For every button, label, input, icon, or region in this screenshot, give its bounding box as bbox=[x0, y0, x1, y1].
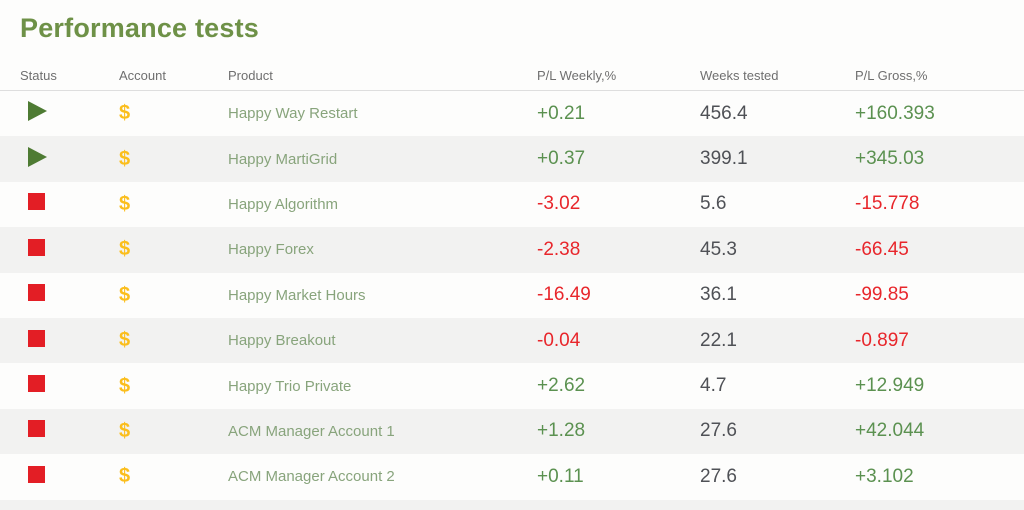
table-header: Status Account Product P/L Weekly,% Week… bbox=[0, 44, 1024, 91]
table-row-partial bbox=[0, 499, 1024, 510]
table-row[interactable]: $ Happy Breakout -0.04 22.1 -0.897 bbox=[0, 317, 1024, 364]
pl-gross-value: -66.45 bbox=[855, 238, 909, 260]
status-cell bbox=[20, 193, 119, 215]
pl-weekly-value: -16.49 bbox=[537, 284, 591, 306]
product-link[interactable]: Happy Market Hours bbox=[228, 286, 366, 304]
account-cell: $ bbox=[119, 465, 228, 488]
pl-weekly-value: -0.04 bbox=[537, 329, 581, 351]
pl-gross-value: +160.393 bbox=[855, 102, 935, 124]
pl-gross-value: +42.044 bbox=[855, 420, 925, 442]
stop-icon bbox=[28, 238, 45, 256]
table-row[interactable]: $ Happy Forex -2.38 45.3 -66.45 bbox=[0, 227, 1024, 273]
dollar-icon: $ bbox=[119, 329, 131, 352]
page-title: Performance tests bbox=[20, 13, 260, 43]
weeks-tested-value: 27.6 bbox=[700, 465, 737, 487]
product-link[interactable]: Happy Breakout bbox=[228, 332, 336, 350]
status-cell bbox=[20, 238, 119, 261]
product-link[interactable]: Happy Way Restart bbox=[228, 105, 358, 123]
weeks-tested-value: 36.1 bbox=[700, 284, 737, 306]
account-cell: $ bbox=[119, 193, 228, 216]
column-header-account: Account bbox=[119, 68, 166, 83]
status-cell bbox=[20, 284, 119, 306]
pl-weekly-value: +0.37 bbox=[537, 148, 586, 170]
status-cell bbox=[20, 420, 119, 442]
stop-icon bbox=[28, 284, 45, 302]
column-header-weeks-tested: Weeks tested bbox=[700, 68, 779, 83]
weeks-tested-value: 399.1 bbox=[700, 148, 748, 170]
status-cell bbox=[20, 465, 119, 488]
account-cell: $ bbox=[119, 420, 228, 443]
product-link[interactable]: Happy Trio Private bbox=[228, 377, 352, 395]
weeks-tested-value: 45.3 bbox=[700, 238, 737, 260]
stop-icon bbox=[28, 375, 45, 393]
table-row[interactable]: $ ACM Manager Account 1 +1.28 27.6 +42.0… bbox=[0, 408, 1024, 455]
table-body: $ Happy Way Restart +0.21 456.4 +160.393… bbox=[0, 91, 1024, 500]
pl-gross-value: -15.778 bbox=[855, 193, 920, 215]
product-link[interactable]: Happy MartiGrid bbox=[228, 150, 338, 168]
pl-weekly-value: +0.11 bbox=[537, 465, 584, 487]
pl-weekly-value: +2.62 bbox=[537, 375, 586, 397]
column-header-status: Status bbox=[20, 68, 57, 83]
pl-gross-value: +12.949 bbox=[855, 375, 925, 397]
status-cell bbox=[20, 329, 119, 352]
account-cell: $ bbox=[119, 284, 228, 307]
stop-icon bbox=[28, 193, 45, 211]
pl-gross-value: -99.85 bbox=[855, 284, 909, 306]
table-row[interactable]: $ Happy Algorithm -3.02 5.6 -15.778 bbox=[0, 182, 1024, 227]
dollar-icon: $ bbox=[119, 192, 131, 215]
account-cell: $ bbox=[119, 375, 228, 398]
weeks-tested-value: 4.7 bbox=[700, 375, 727, 397]
account-cell: $ bbox=[119, 102, 228, 125]
dollar-icon: $ bbox=[119, 419, 131, 442]
stop-icon bbox=[28, 420, 45, 438]
dollar-icon: $ bbox=[119, 102, 131, 125]
weeks-tested-value: 22.1 bbox=[700, 329, 737, 351]
pl-gross-value: +3.102 bbox=[855, 465, 914, 487]
account-cell: $ bbox=[119, 148, 228, 171]
product-link[interactable]: Happy Forex bbox=[228, 241, 314, 259]
pl-gross-value: -0.897 bbox=[855, 329, 909, 351]
status-cell bbox=[20, 375, 119, 397]
pl-weekly-value: -2.38 bbox=[537, 238, 581, 260]
column-header-product: Product bbox=[228, 68, 273, 83]
table-row[interactable]: $ Happy Way Restart +0.21 456.4 +160.393 bbox=[0, 91, 1024, 136]
product-link[interactable]: Happy Algorithm bbox=[228, 195, 339, 213]
play-icon bbox=[28, 146, 47, 167]
weeks-tested-value: 456.4 bbox=[700, 102, 748, 124]
status-cell bbox=[20, 146, 119, 172]
table-row[interactable]: $ Happy Market Hours -16.49 36.1 -99.85 bbox=[0, 273, 1024, 318]
column-header-pl-weekly: P/L Weekly,% bbox=[537, 68, 617, 83]
pl-weekly-value: +1.28 bbox=[537, 420, 586, 442]
dollar-icon: $ bbox=[119, 147, 131, 170]
pl-weekly-value: +0.21 bbox=[537, 102, 586, 124]
product-link[interactable]: ACM Manager Account 2 bbox=[228, 468, 395, 486]
table-row[interactable]: $ Happy Trio Private +2.62 4.7 +12.949 bbox=[0, 363, 1024, 408]
dollar-icon: $ bbox=[119, 238, 131, 261]
play-icon bbox=[28, 101, 47, 122]
weeks-tested-value: 27.6 bbox=[700, 420, 737, 442]
dollar-icon: $ bbox=[119, 283, 131, 306]
pl-weekly-value: -3.02 bbox=[537, 193, 581, 215]
stop-icon bbox=[28, 329, 45, 347]
table-row[interactable]: $ ACM Manager Account 2 +0.11 27.6 +3.10… bbox=[0, 454, 1024, 499]
account-cell: $ bbox=[119, 329, 228, 352]
column-header-pl-gross: P/L Gross,% bbox=[855, 68, 928, 83]
stop-icon bbox=[28, 465, 45, 483]
status-cell bbox=[20, 101, 119, 126]
product-link[interactable]: ACM Manager Account 1 bbox=[228, 422, 395, 440]
weeks-tested-value: 5.6 bbox=[700, 193, 727, 215]
dollar-icon: $ bbox=[119, 374, 131, 397]
account-cell: $ bbox=[119, 238, 228, 261]
table-row[interactable]: $ Happy MartiGrid +0.37 399.1 +345.03 bbox=[0, 136, 1024, 182]
pl-gross-value: +345.03 bbox=[855, 148, 925, 170]
dollar-icon: $ bbox=[119, 465, 131, 488]
